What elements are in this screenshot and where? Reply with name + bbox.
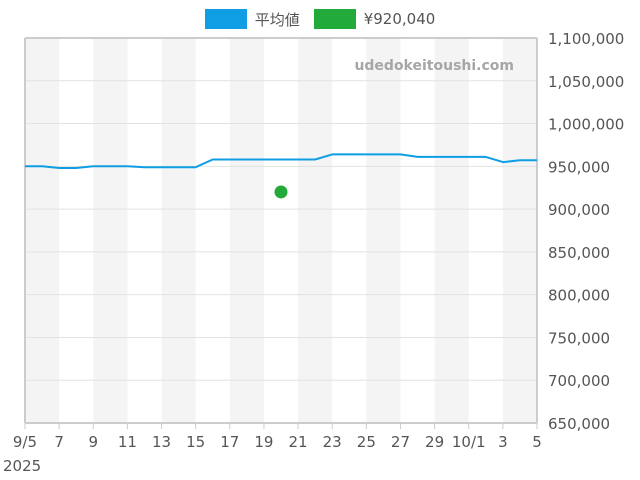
average-price-line[interactable] — [25, 153, 537, 169]
x-tick-label: 9/5 — [13, 433, 37, 451]
y-tick-label: 750,000 — [548, 329, 610, 347]
price-point[interactable] — [274, 185, 288, 199]
watermark: udedokeitoushi.com — [354, 58, 514, 74]
day-band — [502, 38, 537, 423]
y-tick-label: 700,000 — [548, 372, 610, 390]
x-tick-label: 27 — [391, 433, 410, 451]
legend-swatch-average — [204, 9, 247, 29]
y-axis-labels: 1,100,000 1,050,000 1,000,000 950,000 900,00… — [548, 30, 624, 433]
plot-frame — [24, 37, 538, 424]
y-tick-label: 1,100,000 — [548, 30, 624, 48]
day-band — [25, 38, 60, 423]
x-tick-label: 25 — [357, 433, 376, 451]
day-bands — [25, 38, 537, 423]
day-band — [366, 38, 401, 423]
x-year-label: 2025 — [3, 457, 41, 475]
y-tick-label: 1,050,000 — [548, 73, 624, 91]
x-tick-label: 29 — [425, 433, 444, 451]
x-tick-label: 7 — [54, 433, 64, 451]
y-tick-label: 1,000,000 — [548, 116, 624, 134]
x-tick-label: 13 — [152, 433, 171, 451]
y-tick-label: 800,000 — [548, 287, 610, 305]
day-band — [229, 38, 264, 423]
x-tick-label: 19 — [254, 433, 273, 451]
series-points — [274, 185, 288, 199]
x-tick-label: 5 — [532, 433, 542, 451]
chart-legend: 平均値 ¥920,040 — [0, 8, 640, 30]
legend-item-average[interactable]: 平均値 — [204, 9, 300, 30]
y-tick-label: 900,000 — [548, 201, 610, 219]
x-axis-labels: 9/5 7 9 11 13 15 17 19 21 23 25 27 29 10/1 3 5 2025 — [3, 423, 542, 475]
day-band — [93, 38, 128, 423]
day-band — [161, 38, 196, 423]
legend-swatch-price — [313, 9, 356, 29]
legend-label-average: 平均値 — [254, 10, 300, 29]
x-tick-label: 3 — [498, 433, 508, 451]
day-band — [434, 38, 469, 423]
y-tick-label: 850,000 — [548, 244, 610, 262]
x-tick-label: 21 — [289, 433, 308, 451]
x-tick-label: 23 — [323, 433, 342, 451]
legend-label-price: ¥920,040 — [363, 10, 436, 28]
legend-item-price[interactable]: ¥920,040 — [313, 9, 436, 29]
x-tick-label: 9 — [88, 433, 98, 451]
y-tick-label: 950,000 — [548, 158, 610, 176]
x-tick-label: 11 — [118, 433, 137, 451]
day-band — [298, 38, 333, 423]
x-tick-label: 10/1 — [452, 433, 486, 451]
y-tick-label: 650,000 — [548, 415, 610, 433]
series-lines — [25, 153, 537, 169]
x-tick-label: 15 — [186, 433, 205, 451]
x-tick-label: 17 — [220, 433, 239, 451]
